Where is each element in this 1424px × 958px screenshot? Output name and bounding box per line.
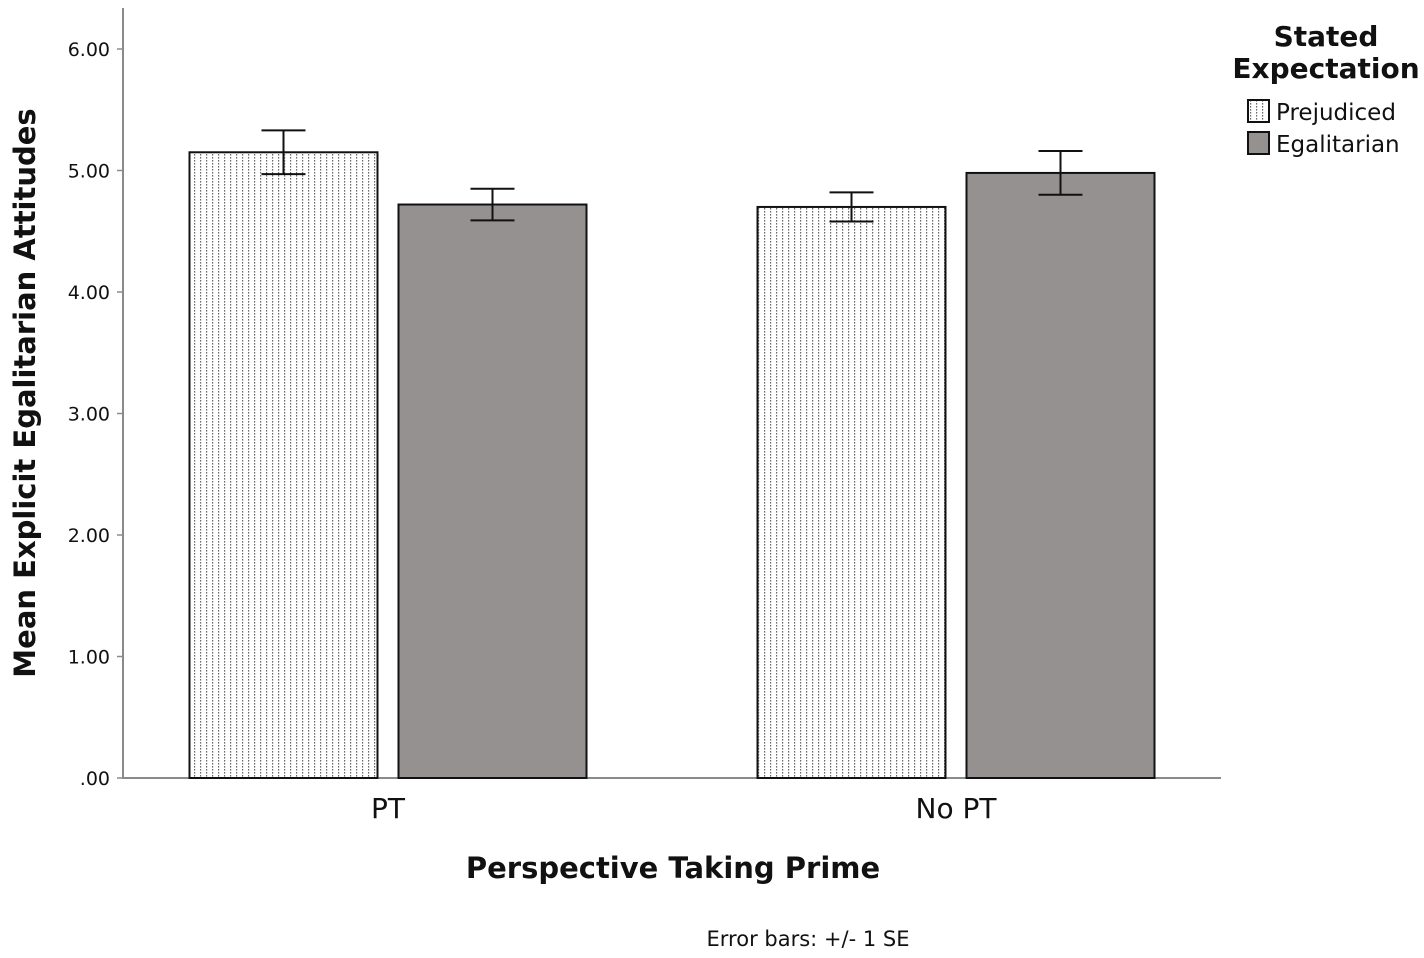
bar — [188, 151, 379, 779]
y-tick-label: .00 — [80, 768, 110, 790]
bar — [756, 205, 947, 779]
y-tick-label: 6.00 — [68, 39, 110, 61]
error-bar — [1038, 150, 1083, 196]
legend-items: Prejudiced Egalitarian — [1247, 99, 1400, 158]
y-tick-label: 5.00 — [68, 161, 110, 183]
x-axis-title: Perspective Taking Prime — [466, 851, 880, 885]
error-bars-note: Error bars: +/- 1 SE — [707, 927, 910, 951]
legend-title-line-2: Expectation — [1232, 52, 1419, 85]
x-tick-label: PT — [371, 792, 406, 825]
legend-swatch — [1247, 131, 1270, 155]
y-axis-title: Mean Explicit Egalitarian Attitudes — [8, 108, 42, 677]
x-tick-label: No PT — [916, 792, 998, 825]
error-bars-group — [261, 129, 1083, 223]
bar — [965, 171, 1156, 779]
legend-item: Egalitarian — [1247, 131, 1400, 158]
legend-label: Egalitarian — [1276, 132, 1400, 158]
y-tick-label: 3.00 — [68, 404, 110, 426]
y-tick-label: 1.00 — [68, 647, 110, 669]
bars-group — [188, 151, 1156, 779]
legend: Stated Expectation Prejudiced Egalitarian — [1232, 20, 1419, 158]
legend-title-line-1: Stated — [1274, 20, 1379, 53]
legend-label: Prejudiced — [1276, 100, 1396, 126]
error-bar — [470, 187, 515, 222]
error-bar — [261, 129, 306, 176]
y-tick-label: 4.00 — [68, 282, 110, 304]
bar — [397, 203, 588, 779]
legend-swatch — [1247, 99, 1270, 123]
legend-item: Prejudiced — [1247, 99, 1396, 126]
y-tick-label: 2.00 — [68, 525, 110, 547]
error-bar — [829, 191, 874, 223]
